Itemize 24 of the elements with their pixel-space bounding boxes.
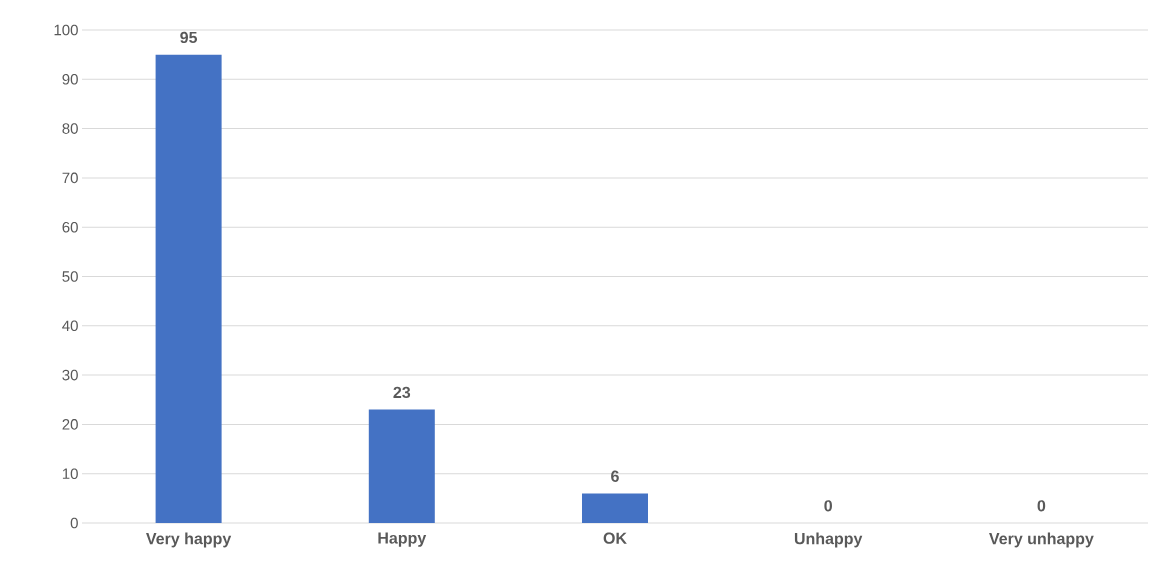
data-label: 0 (1037, 500, 1046, 512)
y-tick-label: 70 (62, 172, 78, 184)
x-tick-label: Happy (378, 532, 427, 547)
y-tick-label: 30 (62, 369, 78, 381)
x-tick-label: Very happy (146, 532, 232, 548)
x-tick-label: OK (603, 532, 627, 544)
x-tick-label: Unhappy (794, 532, 863, 548)
data-label: 6 (611, 470, 619, 482)
y-tick-label: 40 (62, 320, 78, 332)
data-label: 23 (393, 386, 411, 399)
bar (582, 493, 648, 523)
bar (155, 54, 222, 523)
y-tick-label: 80 (62, 123, 78, 134)
y-tick-label: 20 (62, 419, 78, 430)
y-tick-label: 100 (54, 24, 78, 36)
y-tick-label: 90 (62, 73, 78, 85)
y-tick-label: 60 (62, 221, 78, 233)
bar (368, 409, 435, 523)
data-label: 0 (824, 500, 832, 512)
y-tick-label: 0 (70, 517, 78, 529)
x-tick-label: Very unhappy (989, 532, 1094, 548)
data-label: 95 (180, 31, 198, 44)
y-tick-label: 50 (62, 271, 78, 282)
y-tick-label: 10 (62, 468, 78, 479)
